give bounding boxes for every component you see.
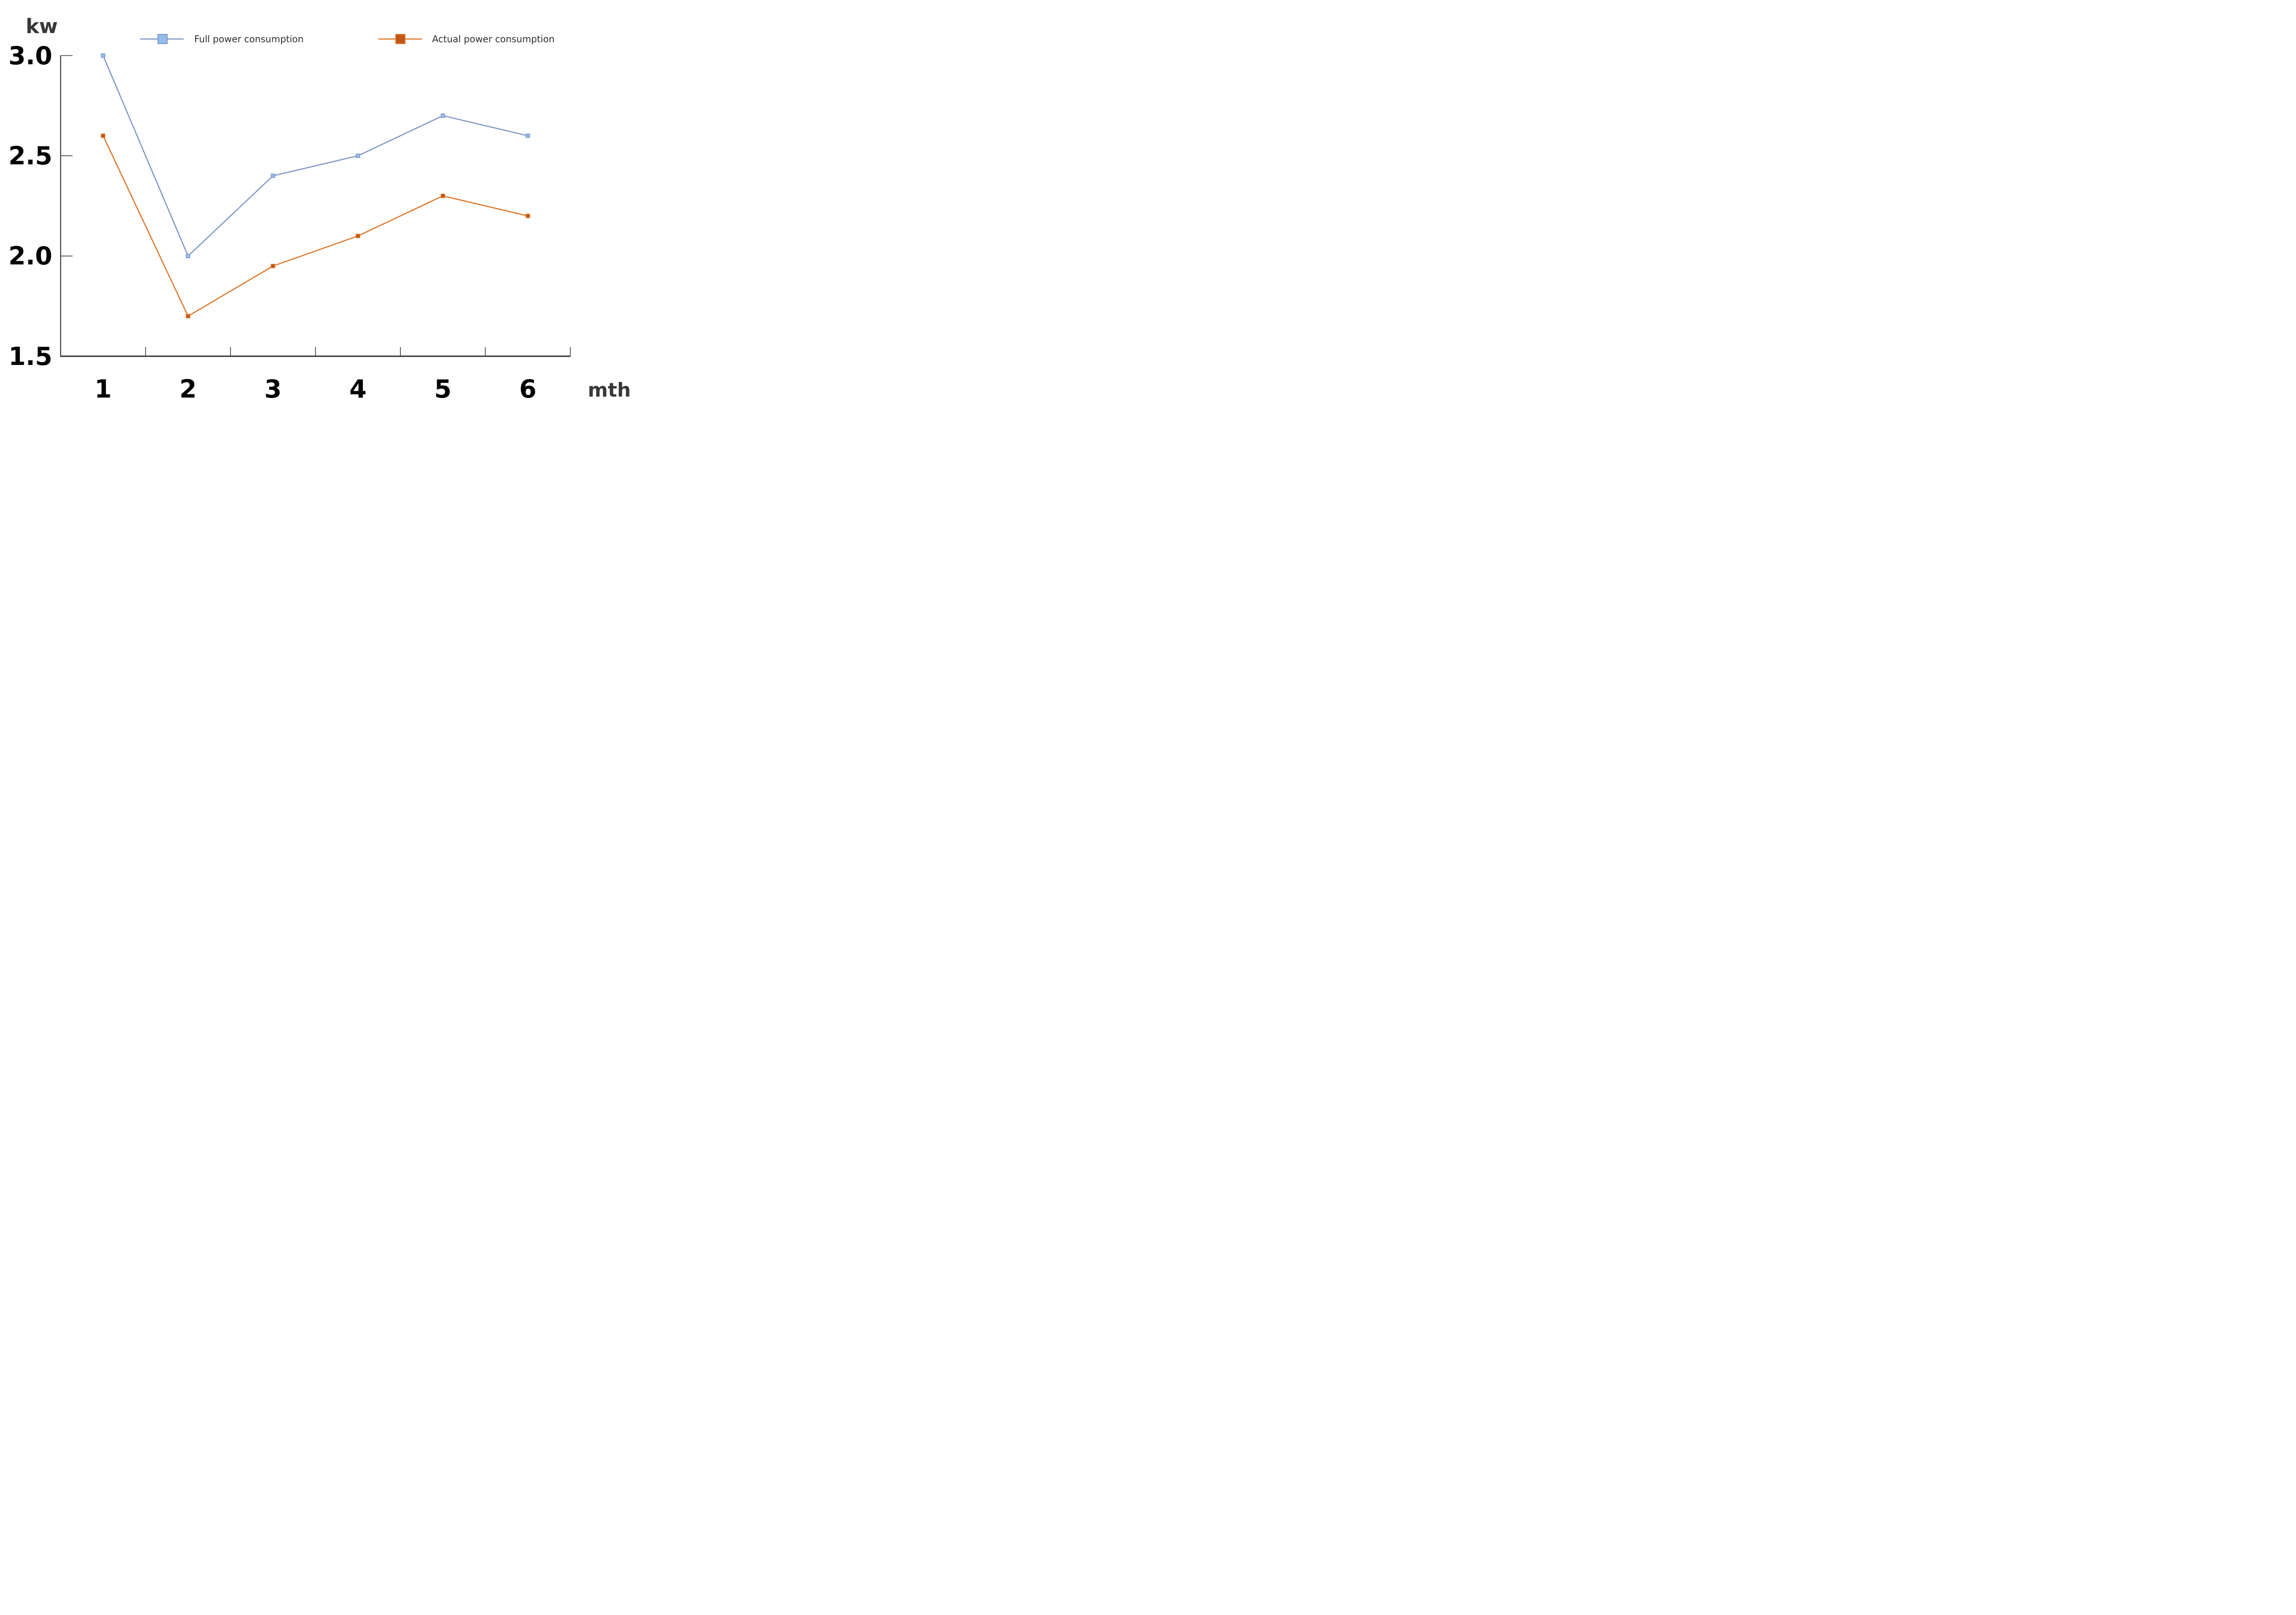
series-0-data-point-marker (101, 53, 106, 58)
x-axis-tick-label: 1 (95, 375, 112, 404)
y-axis-tick-label: 3.0 (8, 41, 52, 70)
legend-label-actual-power: Actual power consumption (432, 34, 555, 45)
legend-label-full-power: Full power consumption (194, 34, 304, 45)
x-axis-unit-label: mth (588, 379, 630, 401)
x-axis-tick-label: 4 (349, 375, 367, 404)
series-1-data-point-marker (355, 234, 360, 238)
x-axis-tick-label: 2 (180, 375, 197, 404)
series-0-data-point-marker (270, 174, 276, 178)
series-0-data-point-marker (355, 153, 360, 158)
y-axis-tick-label: 2.0 (8, 241, 52, 270)
x-axis-tick-label: 6 (519, 375, 537, 404)
chart-container: kw 3.0 2.5 2.0 1.5 1 2 3 4 5 6 mth Full … (0, 0, 630, 404)
axes-group (60, 55, 571, 357)
series-0-data-point-marker (525, 133, 530, 138)
series-1-data-point-marker (270, 264, 276, 269)
series-1-data-point-marker (525, 213, 530, 219)
series-line-1 (102, 135, 528, 317)
y-axis-unit-label: kw (26, 15, 58, 38)
chart-canvas: kw 3.0 2.5 2.0 1.5 1 2 3 4 5 6 mth Full … (8, 15, 630, 404)
y-axis-tick-label: 2.5 (8, 141, 52, 170)
x-axis-tick-label: 5 (434, 375, 452, 404)
series-1-data-point-marker (440, 193, 445, 198)
x-axis-tick-label: 3 (264, 375, 282, 404)
y-axis-tick-label: 1.5 (8, 342, 52, 371)
legend-marker-actual-power (395, 34, 405, 44)
legend-marker-full-power (158, 34, 168, 44)
series-0-data-point-marker (440, 113, 445, 118)
series-0-data-point-marker (186, 253, 191, 258)
series-1-data-point-marker (186, 314, 191, 319)
series-line-0 (102, 55, 528, 257)
series-1-data-point-marker (101, 133, 106, 138)
legend: Full power consumption Actual power cons… (140, 34, 555, 45)
series-group (101, 53, 530, 319)
